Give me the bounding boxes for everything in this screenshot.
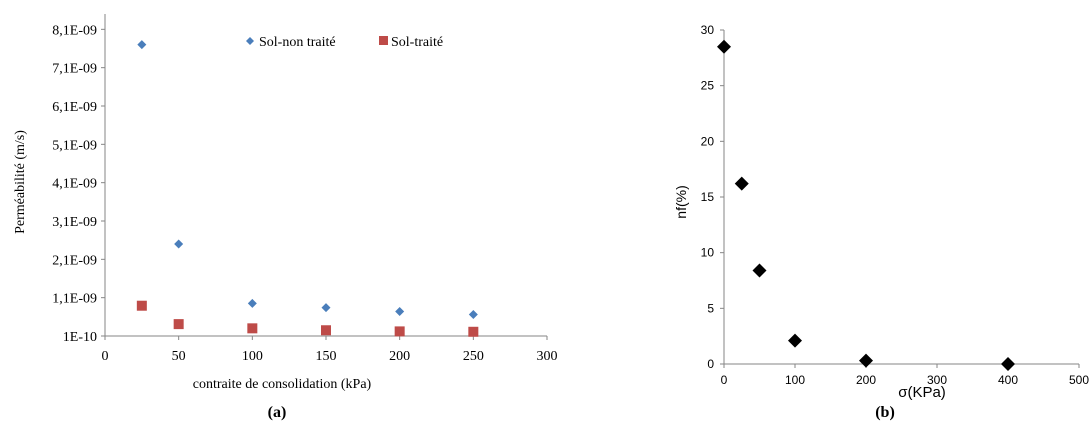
chart-a-y-tick-label: 3,1E-09	[52, 215, 97, 230]
chart-b-y-tick-label: 5	[707, 301, 714, 315]
chart-a-point-treated	[468, 326, 479, 337]
chart-a-point-untreated	[137, 40, 147, 50]
chart-a-x-tick-label: 250	[463, 349, 484, 364]
chart-b-y-tick-label: 10	[701, 246, 715, 260]
chart-a-x-tick-label: 0	[102, 349, 109, 364]
chart-a-point-treated	[394, 326, 405, 337]
chart-b-y-tick-label: 25	[701, 79, 715, 93]
legend-marker-untreated	[246, 37, 254, 45]
chart-a: 1E-10 1,1E-09 2,1E-09 3,1E-09 4,1E-09 5,1E-09…	[13, 14, 558, 421]
chart-a-point-untreated	[247, 298, 257, 308]
chart-a-panel-label: (a)	[268, 404, 287, 421]
legend-marker-treated	[379, 36, 388, 45]
chart-a-y-label: Perméabilité (m/s)	[13, 130, 28, 234]
chart-b-panel-label: (b)	[875, 404, 895, 421]
chart-a-point-treated	[247, 323, 258, 334]
chart-a-x-tick-label: 100	[242, 349, 263, 364]
chart-a-point-treated	[321, 325, 331, 336]
chart-b-x-label: σ(KPa)	[898, 384, 946, 401]
chart-a-x-tick-label: 150	[316, 349, 337, 364]
chart-b-point	[788, 333, 802, 348]
chart-a-y-tick-label: 6,1E-09	[52, 100, 97, 115]
chart-a-x-label: contraite de consolidation (kPa)	[193, 377, 372, 392]
chart-b-y-label: nf(%)	[673, 185, 689, 218]
chart-b-x-tick-label: 500	[1069, 373, 1089, 387]
legend-label-treated: Sol-traité	[391, 35, 443, 50]
chart-a-y-tick-label: 1,1E-09	[52, 292, 97, 307]
chart-a-point-untreated	[468, 310, 478, 320]
chart-b-y-tick-label: 20	[701, 134, 715, 148]
chart-a-y-tick-label: 2,1E-09	[52, 253, 97, 268]
chart-b-x-tick-label: 0	[721, 373, 728, 387]
chart-b-x-tick-label: 200	[856, 373, 876, 387]
chart-a-point-untreated	[395, 306, 405, 316]
chart-a-x-tick-label: 200	[389, 349, 410, 364]
chart-b-y-tick-label: 30	[701, 23, 715, 37]
chart-a-point-untreated	[321, 303, 331, 313]
chart-b-x-tick-label: 400	[998, 373, 1018, 387]
chart-b-point	[859, 353, 873, 368]
chart-a-y-tick-label: 1E-10	[63, 330, 97, 345]
chart-a-legend: Sol-non traité Sol-traité	[246, 35, 443, 50]
chart-b-y-tick-label: 0	[707, 357, 714, 371]
chart-b-point	[734, 176, 749, 191]
chart-a-point-untreated	[174, 239, 184, 249]
chart-b-x-tick-label: 300	[927, 373, 947, 387]
chart-a-y-tick-label: 8,1E-09	[52, 23, 97, 38]
chart-a-point-treated	[136, 300, 147, 311]
chart-a-x-tick-label: 50	[172, 349, 186, 364]
chart-b: 0 5 10 15 20 25 30 0 100 200 300 400 500 σ(KPa) nf(…	[673, 23, 1089, 421]
legend-label-untreated: Sol-non traité	[259, 35, 336, 50]
chart-b-point	[1001, 357, 1015, 371]
chart-b-y-tick-label: 15	[701, 190, 715, 204]
chart-a-y-tick-label: 7,1E-09	[52, 62, 97, 77]
chart-b-point	[717, 39, 731, 54]
chart-a-y-tick-label: 5,1E-09	[52, 138, 97, 153]
chart-a-y-tick-label: 4,1E-09	[52, 177, 97, 192]
chart-b-x-tick-label: 100	[785, 373, 805, 387]
chart-a-x-tick-label: 300	[537, 349, 558, 364]
chart-a-point-treated	[173, 319, 184, 330]
chart-b-point	[752, 263, 767, 278]
